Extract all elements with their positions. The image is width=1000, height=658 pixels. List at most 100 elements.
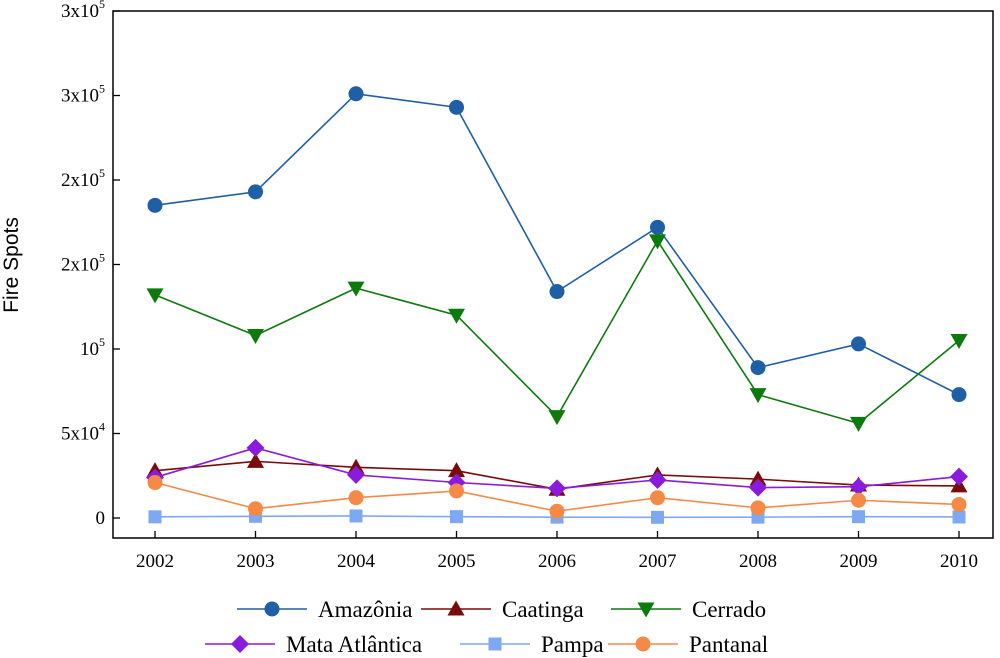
- legend-marker: [264, 601, 280, 617]
- x-tick-label: 2009: [840, 551, 878, 572]
- data-point: [450, 510, 463, 524]
- data-point: [650, 490, 665, 506]
- x-tick-label: 2008: [739, 551, 777, 572]
- data-point: [651, 510, 664, 524]
- legend-entry: Amazônia: [237, 597, 413, 622]
- y-tick-label-exponent: 4: [99, 420, 105, 434]
- legend-entry: Pampa: [460, 632, 604, 657]
- data-point: [147, 475, 163, 491]
- legend-marker: [635, 636, 651, 652]
- data-point: [749, 388, 767, 404]
- data-point: [850, 416, 867, 432]
- legend-marker: [447, 600, 465, 616]
- data-point: [147, 197, 163, 213]
- y-tick-label: 3x105: [61, 0, 105, 22]
- series-mata-atl-ntica: [146, 438, 968, 498]
- data-point: [449, 483, 464, 499]
- data-point: [247, 328, 264, 344]
- data-point: [650, 219, 665, 235]
- x-tick-label: 2004: [337, 551, 376, 572]
- legend-marker: [637, 602, 655, 618]
- y-tick-label-base: 10: [80, 339, 99, 360]
- data-point: [951, 387, 967, 403]
- data-point: [248, 501, 263, 517]
- series-pantanal: [147, 475, 967, 519]
- y-tick-label: 5x104: [61, 420, 105, 445]
- legend-label: Pampa: [541, 632, 604, 657]
- y-tick-label: 0: [96, 508, 106, 529]
- data-point: [750, 360, 766, 376]
- y-tick-label: 3x105: [61, 82, 105, 107]
- data-point: [248, 184, 263, 200]
- legend-entry: Pantanal: [608, 632, 768, 657]
- x-axis: 2002 2003 2004 2005 2006 2007 2008 2009 2010: [136, 531, 978, 572]
- y-tick-label: 105: [80, 335, 105, 360]
- data-point: [347, 281, 365, 297]
- x-tick-label: 2007: [639, 551, 677, 572]
- legend-marker: [488, 637, 502, 651]
- data-point: [851, 492, 866, 508]
- data-point: [449, 99, 464, 115]
- y-tick-label-base: 2x10: [61, 170, 99, 191]
- data-point: [749, 470, 767, 486]
- series-layer: [146, 86, 968, 524]
- legend-entry: Caatinga: [421, 597, 584, 622]
- data-point: [348, 86, 364, 102]
- data-point: [852, 510, 865, 524]
- legend: Amazônia Caatinga Cerrado Mata Atlântica Pam…: [205, 597, 768, 657]
- data-point: [749, 478, 767, 497]
- data-point: [448, 308, 465, 324]
- data-point: [148, 510, 162, 524]
- y-tick-label-base: 2x10: [61, 255, 99, 276]
- y-axis-title: Fire Spots: [0, 217, 23, 313]
- data-point: [347, 465, 365, 484]
- y-tick-label-exponent: 5: [99, 166, 105, 180]
- data-point: [246, 438, 265, 457]
- data-point: [649, 234, 666, 250]
- data-point: [448, 462, 465, 478]
- x-tick-label: 2003: [237, 551, 275, 572]
- data-point: [548, 410, 566, 426]
- x-tick-label: 2006: [538, 551, 576, 572]
- legend-label: Caatinga: [502, 597, 584, 622]
- data-point: [950, 467, 968, 486]
- legend-label: Pantanal: [689, 632, 768, 657]
- data-point: [951, 496, 967, 512]
- x-tick-label: 2010: [940, 551, 978, 572]
- data-point: [851, 336, 866, 352]
- y-tick-label-exponent: 5: [99, 251, 105, 265]
- data-point: [950, 334, 968, 350]
- data-point: [750, 500, 766, 516]
- data-point: [849, 477, 868, 496]
- plot-frame: [112, 10, 994, 539]
- series-line: [154, 239, 960, 425]
- y-tick-label: 2x105: [61, 166, 105, 191]
- y-tick-label: 2x105: [61, 251, 105, 276]
- y-tick-label-exponent: 5: [99, 335, 105, 349]
- legend-label: Amazônia: [318, 597, 413, 622]
- data-point: [648, 470, 667, 489]
- legend-label: Cerrado: [692, 597, 766, 622]
- x-tick-label: 2005: [438, 551, 476, 572]
- legend-marker: [231, 635, 249, 653]
- legend-entry: Mata Atlântica: [205, 632, 422, 657]
- data-point: [549, 503, 565, 519]
- data-point: [247, 452, 264, 468]
- data-point: [349, 509, 363, 523]
- y-tick-label-exponent: 5: [99, 0, 105, 11]
- data-point: [348, 490, 364, 506]
- data-point: [548, 479, 566, 498]
- series-amaz-nia: [147, 86, 967, 403]
- y-tick-label-base: 3x10: [61, 86, 99, 107]
- y-tick-label-base: 3x10: [61, 1, 99, 22]
- x-tick-label: 2002: [136, 551, 174, 572]
- data-point: [952, 510, 966, 524]
- series-line: [154, 92, 960, 396]
- series-cerrado: [146, 234, 968, 432]
- y-tick-label-base: 5x10: [61, 424, 99, 445]
- data-point: [549, 284, 565, 300]
- legend-label: Mata Atlântica: [286, 632, 422, 657]
- data-point: [146, 288, 164, 304]
